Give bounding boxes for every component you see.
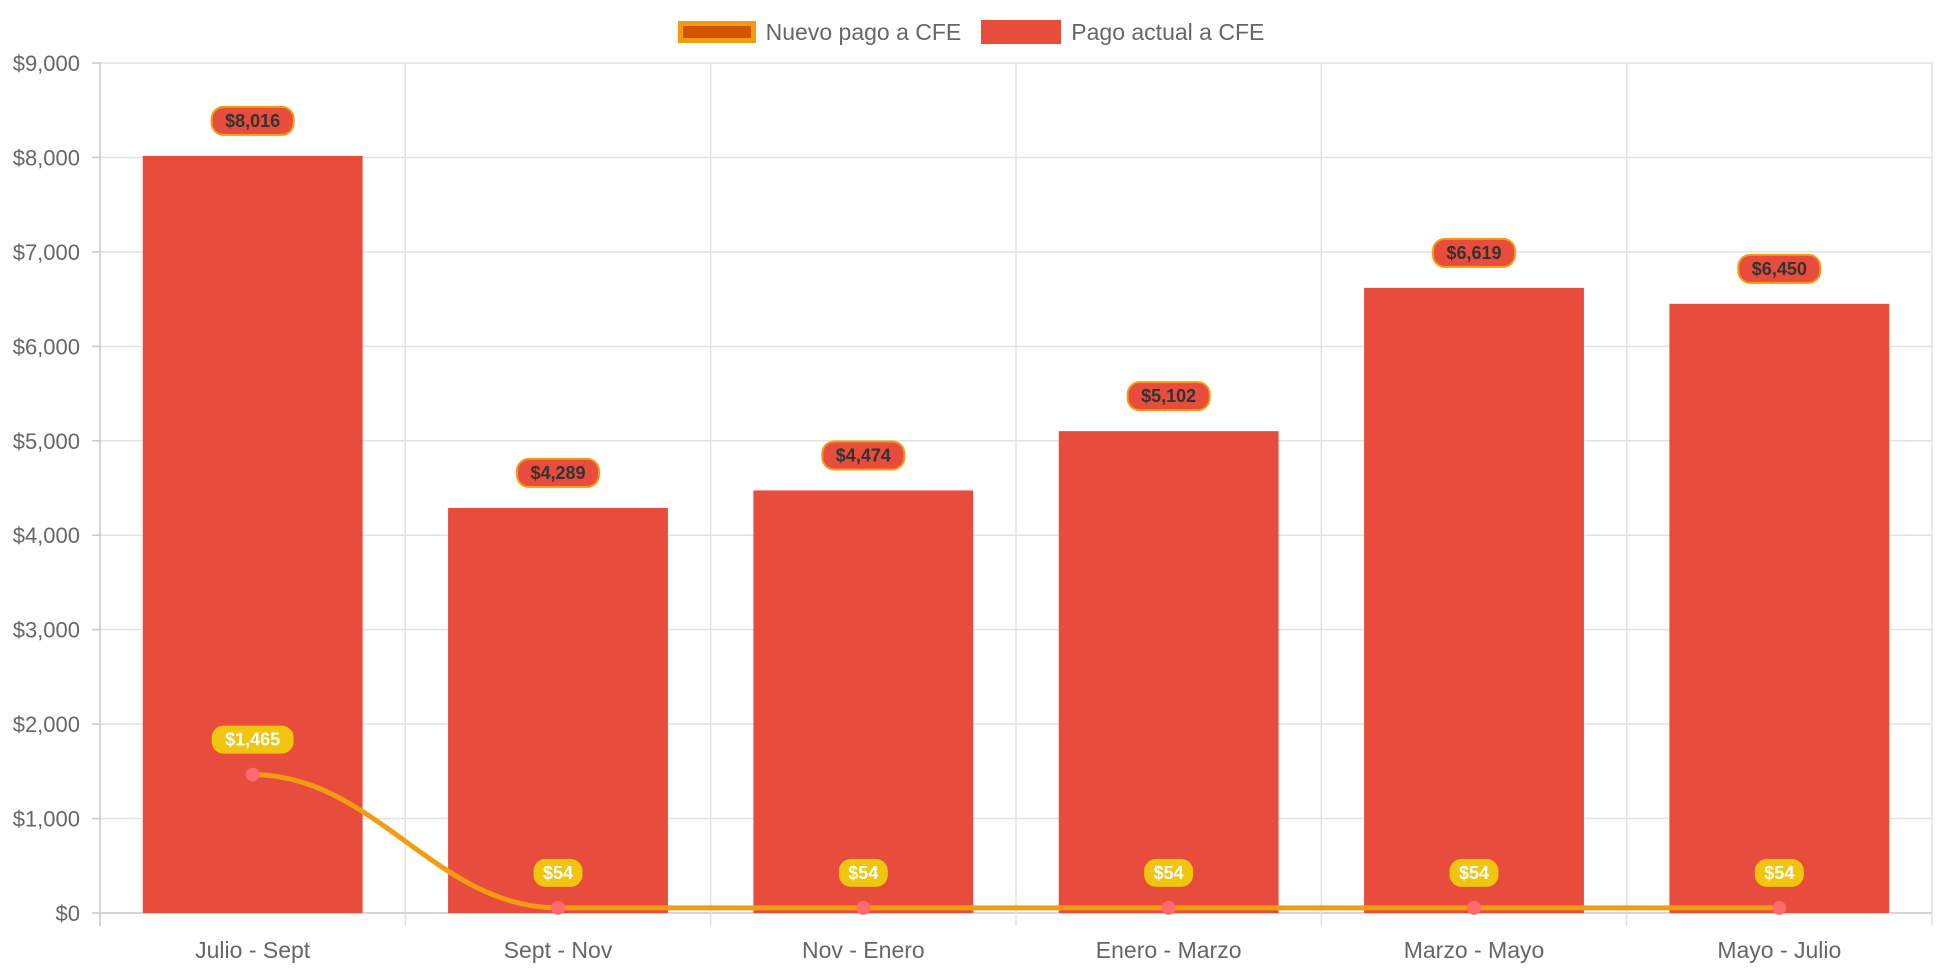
y-tick-label: $3,000: [13, 618, 80, 643]
y-tick-label: $9,000: [13, 51, 80, 76]
line-data-label-box: [838, 858, 888, 887]
bar: [1669, 303, 1890, 913]
bar-data-label-box: [1432, 237, 1516, 268]
bar-data-label-box: [1737, 253, 1822, 284]
bar: [1364, 287, 1584, 914]
y-tick-label: $6,000: [13, 334, 80, 359]
y-tick-label: $1,000: [13, 807, 80, 832]
bar: [448, 507, 668, 913]
legend-swatch-line: [677, 21, 756, 43]
bar-data-label-text: $4,474: [836, 445, 891, 465]
line-point: [1161, 900, 1176, 915]
line-point: [551, 900, 565, 915]
y-tick-label: $7,000: [13, 240, 80, 265]
x-tick-label: Mayo - Julio: [1717, 937, 1841, 963]
grid-lines: [99, 62, 1933, 926]
x-tick-label: Marzo - Mayo: [1404, 937, 1545, 963]
bar-data-label: $4,289: [516, 457, 600, 488]
bar-data-label: $6,450: [1737, 253, 1822, 284]
line-data-label: $54: [1449, 858, 1499, 887]
bar-data-label: $6,619: [1432, 237, 1516, 268]
x-tick-label: Enero - Marzo: [1096, 937, 1242, 963]
axes: $0 $1,000 $2,000 $3,000 $4,000 $5,000 $6,000 $7…: [13, 51, 1842, 963]
bar-data-label-text: $5,102: [1141, 386, 1196, 406]
line-point: [856, 900, 871, 915]
bar-data-label-box: [821, 440, 906, 471]
line-data-label-text: $1,465: [225, 730, 280, 750]
bar-data-label-box: [516, 457, 600, 488]
line-data-label-text: $54: [1764, 863, 1794, 883]
bar-data-label-text: $6,450: [1752, 259, 1807, 279]
series-line: [252, 772, 1780, 911]
bar-data-label-box: [210, 105, 295, 136]
data-labels: $8,016 $4,289 $4,474 $5,102 $6,619 $6,450 $1,4…: [210, 105, 1822, 887]
line-data-label: $1,465: [211, 725, 294, 754]
bar-data-label: $4,474: [821, 440, 906, 471]
legend-item-pago-actual[interactable]: Pago actual a CFE: [981, 19, 1264, 46]
line-point: [245, 767, 260, 782]
line-data-label-box: [1754, 858, 1804, 887]
bar: [1058, 431, 1279, 913]
line-data-label: $54: [1754, 858, 1804, 887]
bar: [753, 490, 974, 913]
line-data-label-box: [533, 858, 583, 887]
x-tick-label: Julio - Sept: [195, 937, 311, 963]
y-tick-label: $8,000: [13, 145, 80, 170]
bar-data-label-text: $4,289: [530, 463, 585, 483]
bar-data-label: $8,016: [210, 105, 295, 136]
legend-swatch-bar: [981, 20, 1062, 44]
bar-data-label: $5,102: [1126, 381, 1211, 412]
line-data-label: $54: [838, 858, 888, 887]
line-data-label: $54: [1144, 858, 1194, 887]
line-point: [1772, 900, 1787, 915]
y-tick-label: $2,000: [13, 712, 80, 737]
x-tick-label: Nov - Enero: [802, 937, 925, 963]
line-data-label: $54: [533, 858, 583, 887]
line-point: [1467, 900, 1481, 915]
y-tick-label: $5,000: [13, 429, 80, 454]
bar-data-label-box: [1126, 381, 1211, 412]
line-data-label-box: [211, 725, 294, 754]
bar: [142, 155, 363, 913]
line-data-label-box: [1144, 858, 1194, 887]
line-data-label-text: $54: [543, 863, 573, 883]
line-series: [245, 767, 1787, 915]
chart-legend: Nuevo pago a CFE Pago actual a CFE: [0, 12, 1942, 52]
bar-series: [142, 155, 1890, 914]
line-data-label-text: $54: [848, 863, 878, 883]
legend-label-pago-actual: Pago actual a CFE: [1071, 18, 1265, 45]
bar-data-label-text: $6,619: [1446, 243, 1501, 263]
line-data-label-text: $54: [1154, 863, 1184, 883]
line-data-label-box: [1449, 858, 1499, 887]
y-tick-label: $0: [56, 901, 80, 926]
y-tick-label: $4,000: [13, 523, 80, 548]
legend-label-nuevo-pago: Nuevo pago a CFE: [765, 18, 962, 45]
x-tick-label: Sept - Nov: [504, 937, 613, 963]
bar-data-label-text: $8,016: [225, 111, 280, 131]
legend-item-nuevo-pago[interactable]: Nuevo pago a CFE: [677, 18, 962, 46]
line-data-label-text: $54: [1459, 863, 1489, 883]
